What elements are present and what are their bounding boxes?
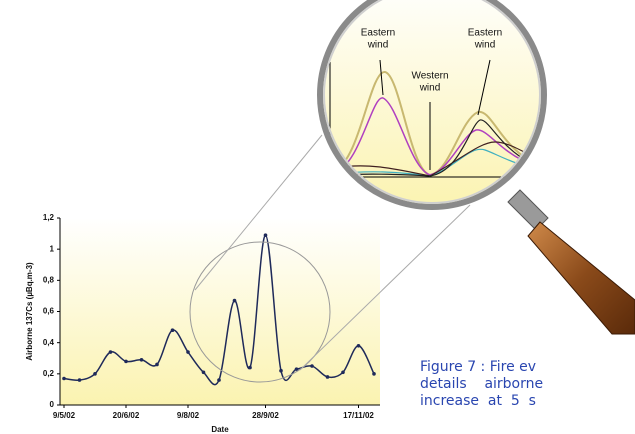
point <box>202 370 206 374</box>
x-tick-label: 20/6/02 <box>113 411 140 420</box>
point <box>310 364 314 368</box>
figure: 0 0,2 0,4 0,6 0,8 1 1,2 Airborne 137Cs (µBq.m-3… <box>0 0 635 434</box>
point <box>78 378 82 382</box>
y-tick-label: 1,2 <box>43 213 55 222</box>
point <box>233 299 237 303</box>
point <box>264 233 268 237</box>
point <box>248 366 252 370</box>
annotation: Eastern <box>468 28 502 39</box>
x-tick-label: 9/5/02 <box>53 411 76 420</box>
annotation: wind <box>367 40 389 51</box>
annotation: Western <box>411 71 448 82</box>
x-tick-label: 17/11/02 <box>343 411 374 420</box>
x-axis-label: Date <box>211 425 229 434</box>
y-tick-label: 0,2 <box>43 369 55 378</box>
y-tick-label: 0,8 <box>43 275 55 284</box>
point <box>279 369 283 373</box>
y-tick-label: 0,4 <box>43 338 55 347</box>
x-tick-label: 28/9/02 <box>252 411 279 420</box>
page: {"chart_data": {"type": "line", "ylabel"… <box>0 0 635 434</box>
caption-line: Figure 7 : Fire ev <box>420 359 536 375</box>
y-tick-label: 1 <box>50 244 55 253</box>
y-tick-label: 0 <box>50 400 55 409</box>
annotation: wind <box>419 83 441 94</box>
point <box>93 372 97 376</box>
point <box>186 350 190 354</box>
point <box>326 375 330 379</box>
point <box>109 350 113 354</box>
point <box>62 377 66 381</box>
point <box>155 363 159 367</box>
y-tick-label: 0,6 <box>43 307 55 316</box>
annotation: Eastern <box>361 28 395 39</box>
handle <box>528 222 635 334</box>
point <box>124 360 128 364</box>
point <box>171 328 175 332</box>
point <box>357 344 361 348</box>
x-tick-label: 9/8/02 <box>177 411 200 420</box>
annotation: wind <box>474 40 496 51</box>
caption-line: details airborne <box>420 376 543 392</box>
point <box>140 358 144 362</box>
point <box>217 378 221 382</box>
point <box>372 372 376 376</box>
caption-line: increase at 5 s <box>420 393 536 409</box>
point <box>341 370 345 374</box>
y-axis-label: Airborne 137Cs (µBq.m-3) <box>25 262 34 361</box>
